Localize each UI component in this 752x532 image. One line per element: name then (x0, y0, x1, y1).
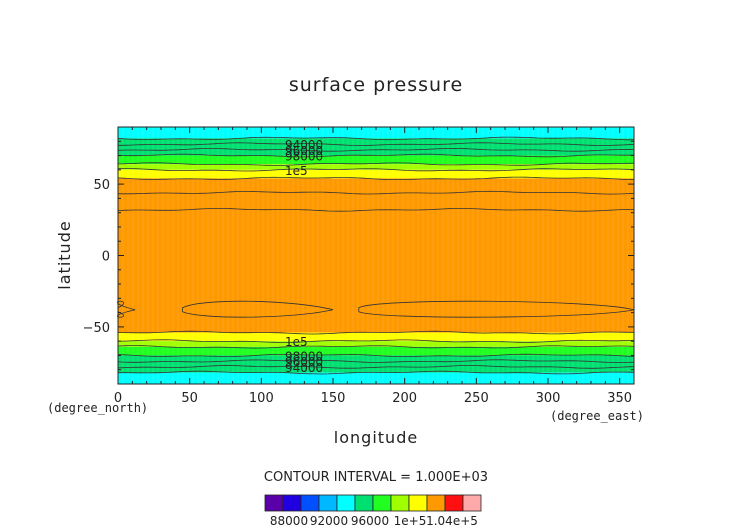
x-tick-label: 150 (321, 391, 346, 406)
contour-line-12 (117, 353, 635, 357)
contour-loop-0 (117, 300, 136, 318)
contour-line-15 (117, 370, 635, 375)
chart-title: surface pressure (289, 74, 463, 96)
contour-label-2: 98000 (285, 150, 323, 164)
pressure-band-1 (118, 138, 634, 156)
colorbar-label: 96000 (351, 514, 389, 528)
contour-label-5: 98000 (285, 349, 323, 363)
colorbar-label: 88000 (270, 514, 308, 528)
contour-label-7: 94000 (285, 361, 323, 375)
contour-line-4 (117, 162, 635, 166)
contour-label-3: 1e5 (285, 164, 308, 178)
pressure-band-0 (118, 127, 634, 139)
y-tick-label: 0 (102, 250, 110, 265)
contour-loop-1 (182, 300, 334, 318)
contour-label-1: 96000 (285, 144, 323, 158)
colorbar-label: 1.04e+5 (426, 514, 478, 528)
contour-line-2 (117, 147, 635, 152)
colorbar: 88000 92000 96000 1e+5 1.04e+5 (264, 494, 482, 528)
pressure-band-9 (118, 355, 634, 373)
contour-line-11 (117, 345, 635, 349)
colorbar-swatch (408, 494, 428, 512)
pressure-band-6 (118, 332, 634, 342)
contour-label-4: 1e5 (285, 335, 308, 349)
colorbar-swatch (426, 494, 446, 512)
contour-label-6: 96000 (285, 355, 323, 369)
y-axis: 50 0 −50 (83, 140, 634, 371)
pressure-band-8 (118, 346, 634, 356)
colorbar-swatch (264, 494, 284, 512)
contour-line-14 (117, 365, 635, 369)
contour-line-9 (118, 330, 634, 335)
colorbar-swatch (444, 494, 464, 512)
colorbar-swatch (462, 494, 482, 512)
x-tick-label: 250 (464, 391, 489, 406)
y-tick-label: 50 (93, 178, 110, 193)
x-tick-label: 300 (536, 391, 561, 406)
pressure-band-3 (118, 164, 634, 170)
y-axis-label: latitude (55, 220, 74, 289)
contour-line-1 (118, 142, 635, 146)
contour-label-0: 94000 (285, 138, 323, 152)
contour-line-5 (117, 168, 635, 172)
contour-line-13 (117, 359, 635, 363)
x-tick-label: 0 (114, 391, 122, 406)
pressure-band-4 (118, 169, 634, 179)
x-tick-label: 50 (181, 391, 198, 406)
colorbar-swatch (372, 494, 392, 512)
contour-line-8 (117, 208, 634, 212)
x-tick-label: 200 (392, 391, 417, 406)
y-tick-label: −50 (83, 321, 110, 336)
pressure-band-10 (118, 372, 634, 384)
colorbar-swatch (318, 494, 338, 512)
colorbar-swatch (390, 494, 410, 512)
contour-line-10 (118, 339, 635, 343)
contour-line-0 (117, 136, 634, 141)
colorbar-swatch (282, 494, 302, 512)
colorbar-swatch (354, 494, 374, 512)
pressure-band-2 (118, 155, 634, 165)
pressure-band-5 (118, 178, 634, 333)
colorbar-label: 92000 (310, 514, 348, 528)
x-axis: 0 50 100 150 200 250 300 350 (114, 127, 632, 406)
pressure-band-7 (118, 341, 634, 347)
contour-line-7 (118, 190, 635, 195)
x-units-label: (degree_east) (550, 409, 644, 423)
x-tick-label: 350 (607, 391, 632, 406)
contour-line-6 (117, 176, 635, 181)
colorbar-label: 1e+5 (394, 514, 427, 528)
y-units-label: (degree_north) (47, 401, 148, 415)
x-tick-label: 100 (249, 391, 274, 406)
colorbar-swatch (300, 494, 320, 512)
contour-interval-text: CONTOUR INTERVAL = 1.000E+03 (264, 470, 488, 485)
contour-line-3 (117, 153, 634, 158)
x-axis-label: longitude (334, 428, 418, 447)
colorbar-swatch (336, 494, 356, 512)
